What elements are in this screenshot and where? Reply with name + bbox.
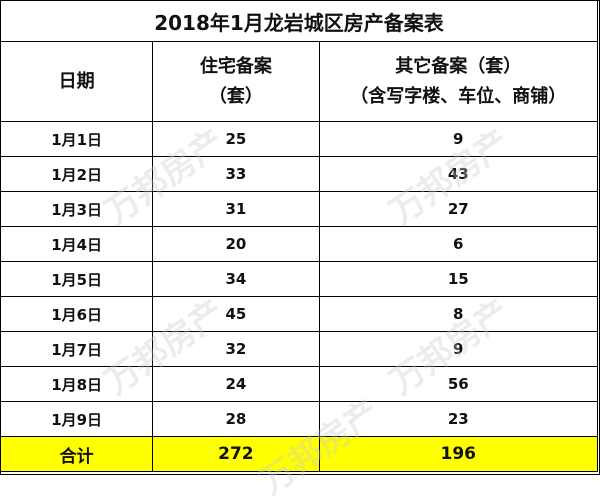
row-residential: 28: [152, 401, 320, 437]
row-date: 1月3日: [0, 191, 154, 227]
row-other: 6: [318, 226, 599, 262]
table-row: 1月8日 24 56: [0, 366, 599, 402]
total-residential: 272: [152, 436, 320, 472]
row-other: 8: [318, 296, 599, 332]
table-row: 1月2日 33 43: [0, 156, 599, 192]
row-residential: 34: [152, 261, 320, 297]
total-other: 196: [318, 436, 599, 472]
row-other: 15: [318, 261, 599, 297]
header-residential: 住宅备案 （套）: [152, 41, 320, 122]
row-residential: 32: [152, 331, 320, 367]
header-residential-line1: 住宅备案: [199, 55, 272, 77]
table-row: 1月5日 34 15: [0, 261, 599, 297]
header-other-line2: （含写字楼、车位、商铺）: [350, 85, 567, 107]
table-row: 1月1日 25 9: [0, 121, 599, 157]
row-residential: 24: [152, 366, 320, 402]
row-date: 1月5日: [0, 261, 154, 297]
row-date: 1月1日: [0, 121, 154, 157]
housing-record-table: 2018年1月龙岩城区房产备案表 日期 住宅备案 （套） 其它备案（套） （含写…: [0, 0, 599, 472]
table-row: 1月4日 20 6: [0, 226, 599, 262]
total-row: 合计 272 196: [0, 436, 599, 472]
title-row: 2018年1月龙岩城区房产备案表: [0, 0, 598, 42]
header-date: 日期: [0, 41, 154, 122]
row-residential: 33: [152, 156, 320, 192]
row-other: 43: [318, 156, 599, 192]
total-label: 合计: [0, 436, 154, 472]
row-other: 9: [318, 331, 599, 367]
header-other-line1: 其它备案（套）: [395, 55, 522, 77]
row-other: 27: [318, 191, 599, 227]
table-row: 1月3日 31 27: [0, 191, 599, 227]
table-row: 1月7日 32 9: [0, 331, 599, 367]
row-date: 1月7日: [0, 331, 154, 367]
row-date: 1月8日: [0, 366, 154, 402]
header-row: 日期 住宅备案 （套） 其它备案（套） （含写字楼、车位、商铺）: [0, 41, 599, 122]
row-residential: 45: [152, 296, 320, 332]
header-other: 其它备案（套） （含写字楼、车位、商铺）: [318, 41, 599, 122]
row-date: 1月6日: [0, 296, 154, 332]
row-date: 1月2日: [0, 156, 154, 192]
row-other: 56: [318, 366, 599, 402]
row-other: 9: [318, 121, 599, 157]
table-title: 2018年1月龙岩城区房产备案表: [0, 0, 598, 42]
table-row: 1月9日 28 23: [0, 401, 599, 437]
row-date: 1月9日: [0, 401, 154, 437]
header-residential-line2: （套）: [208, 85, 263, 107]
row-date: 1月4日: [0, 226, 154, 262]
row-residential: 20: [152, 226, 320, 262]
table-row: 1月6日 45 8: [0, 296, 599, 332]
row-residential: 31: [152, 191, 320, 227]
row-residential: 25: [152, 121, 320, 157]
row-other: 23: [318, 401, 599, 437]
